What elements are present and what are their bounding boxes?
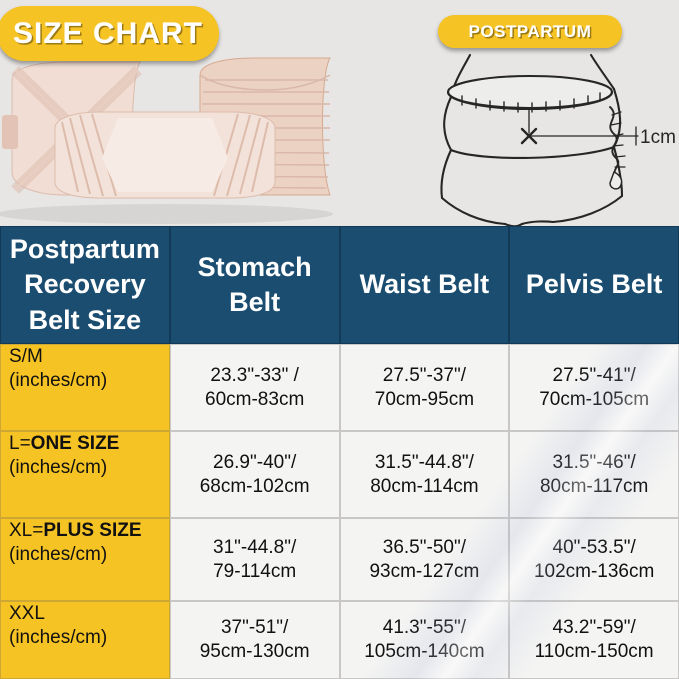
svg-text:1cm: 1cm — [640, 127, 676, 148]
